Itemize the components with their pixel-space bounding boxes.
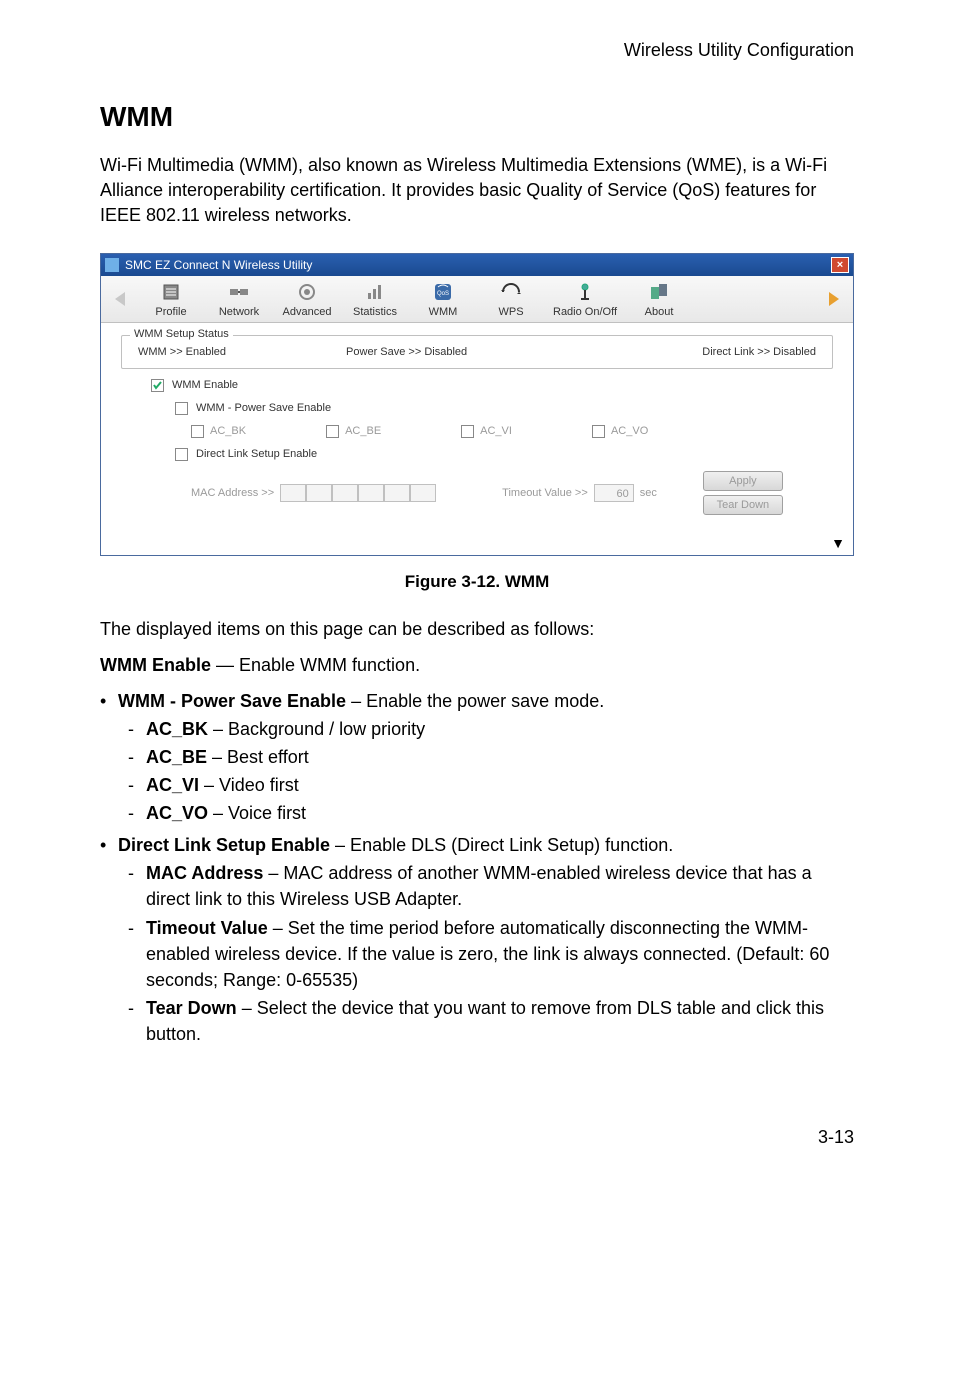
teardown-button[interactable]: Tear Down	[703, 495, 783, 515]
ac-be-checkbox[interactable]	[326, 425, 339, 438]
nav-prev-button[interactable]	[109, 287, 133, 311]
ac-vi-label: AC_VI	[480, 425, 512, 437]
ac-bk-label: AC_BK	[210, 425, 246, 437]
status-power-save: Power Save >> Disabled	[346, 346, 467, 358]
intro-paragraph: Wi-Fi Multimedia (WMM), also known as Wi…	[100, 153, 854, 229]
list-item: Direct Link Setup Enable – Enable DLS (D…	[118, 832, 854, 1047]
page-number: 3-13	[100, 1127, 854, 1148]
ac-vi-item: AC_VI	[461, 425, 512, 438]
ac-bk-checkbox[interactable]	[191, 425, 204, 438]
dls-checkbox[interactable]	[175, 448, 188, 461]
power-save-label: WMM - Power Save Enable	[196, 402, 331, 414]
wmm-enable-label: WMM Enable	[172, 379, 238, 391]
radio-icon	[573, 280, 597, 304]
desc-intro: The displayed items on this page can be …	[100, 616, 854, 642]
dls-row: Direct Link Setup Enable	[151, 448, 833, 461]
about-icon	[647, 280, 671, 304]
wmm-icon: QoS	[431, 280, 455, 304]
toolbar: Profile Network Advanced Statistics	[101, 276, 853, 323]
list-item: AC_BK – Background / low priority	[146, 716, 854, 742]
ac-bk-item: AC_BK	[191, 425, 246, 438]
tab-label: Advanced	[283, 306, 332, 318]
dls-label: Direct Link Setup Enable	[196, 448, 317, 460]
status-wmm: WMM >> Enabled	[138, 346, 226, 358]
window-title: SMC EZ Connect N Wireless Utility	[125, 258, 312, 272]
timeout-label: Timeout Value >>	[502, 487, 588, 499]
tab-wps[interactable]: WPS	[481, 280, 541, 318]
apply-button[interactable]: Apply	[703, 471, 783, 491]
tab-label: Statistics	[353, 306, 397, 318]
window-titlebar: SMC EZ Connect N Wireless Utility ×	[101, 254, 853, 276]
mac-address-label: MAC Address >>	[191, 487, 274, 499]
app-window: SMC EZ Connect N Wireless Utility × Prof…	[100, 253, 854, 556]
tab-label: Radio On/Off	[553, 306, 617, 318]
desc-wmm-enable: WMM Enable — Enable WMM function.	[100, 652, 854, 678]
tab-label: Profile	[155, 306, 186, 318]
list-item: MAC Address – MAC address of another WMM…	[146, 860, 854, 912]
status-group-label: WMM Setup Status	[130, 328, 233, 340]
list-item: AC_VI – Video first	[146, 772, 854, 798]
ac-vi-checkbox[interactable]	[461, 425, 474, 438]
ac-vo-label: AC_VO	[611, 425, 648, 437]
gear-icon	[295, 280, 319, 304]
tab-about[interactable]: About	[629, 280, 689, 318]
tab-label: Network	[219, 306, 259, 318]
list-item: AC_VO – Voice first	[146, 800, 854, 826]
network-icon	[227, 280, 251, 304]
mac-address-input[interactable]	[280, 484, 436, 502]
status-direct-link: Direct Link >> Disabled	[702, 346, 816, 358]
tab-wmm[interactable]: QoS WMM	[413, 280, 473, 318]
power-save-row: WMM - Power Save Enable	[151, 402, 833, 415]
expand-button[interactable]: ▼	[831, 535, 845, 551]
statistics-icon	[363, 280, 387, 304]
page-header: Wireless Utility Configuration	[100, 40, 854, 61]
list-item: AC_BE – Best effort	[146, 744, 854, 770]
tab-label: About	[645, 306, 674, 318]
tab-statistics[interactable]: Statistics	[345, 280, 405, 318]
list-item: Tear Down – Select the device that you w…	[146, 995, 854, 1047]
svg-text:QoS: QoS	[437, 291, 449, 297]
wps-icon	[499, 280, 523, 304]
tab-advanced[interactable]: Advanced	[277, 280, 337, 318]
profile-icon	[159, 280, 183, 304]
ac-be-item: AC_BE	[326, 425, 381, 438]
tab-network[interactable]: Network	[209, 280, 269, 318]
wmm-status-group: WMM Setup Status WMM >> Enabled Power Sa…	[121, 335, 833, 369]
ac-be-label: AC_BE	[345, 425, 381, 437]
timeout-input[interactable]: 60	[594, 484, 634, 502]
figure-caption: Figure 3-12. WMM	[100, 572, 854, 592]
tab-label: WPS	[498, 306, 523, 318]
wmm-enable-checkbox[interactable]	[151, 379, 164, 392]
list-item: WMM - Power Save Enable – Enable the pow…	[118, 688, 854, 826]
ac-vo-item: AC_VO	[592, 425, 648, 438]
timeout-unit: sec	[640, 487, 657, 499]
tab-profile[interactable]: Profile	[141, 280, 201, 318]
tab-radio[interactable]: Radio On/Off	[549, 280, 621, 318]
close-button[interactable]: ×	[831, 257, 849, 273]
section-title: WMM	[100, 101, 854, 133]
app-icon	[105, 258, 119, 272]
wmm-enable-row: WMM Enable	[151, 379, 833, 392]
power-save-checkbox[interactable]	[175, 402, 188, 415]
nav-next-button[interactable]	[821, 287, 845, 311]
tab-label: WMM	[429, 306, 458, 318]
list-item: Timeout Value – Set the time period befo…	[146, 915, 854, 993]
ac-vo-checkbox[interactable]	[592, 425, 605, 438]
